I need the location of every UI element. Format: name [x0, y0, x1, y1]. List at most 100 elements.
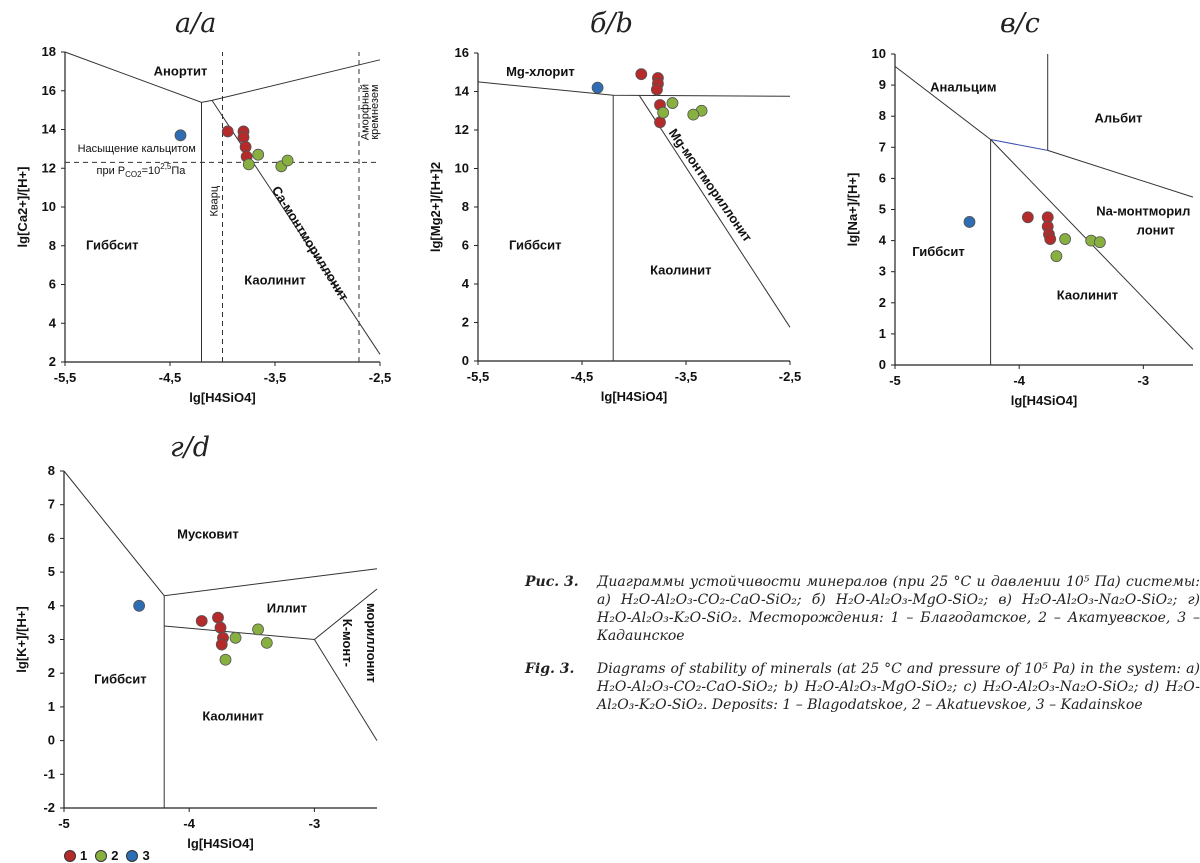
- y-tick-label: 2: [48, 665, 55, 680]
- y-tick-label: 1: [879, 326, 886, 341]
- y-tick-label: 9: [879, 77, 886, 92]
- region-label: Каолинит: [650, 262, 711, 277]
- region-label: Гиббсит: [912, 244, 965, 259]
- y-tick-label: 14: [455, 84, 470, 99]
- caption-en-text: Diagrams of stability of minerals (at 25…: [597, 661, 1200, 713]
- calcite-pressure-label: при PCO2=102,5Па: [97, 162, 187, 179]
- x-axis-label: lg[H4SiO4]: [601, 389, 667, 404]
- y-tick-label: 4: [879, 233, 887, 248]
- y-tick-label: 12: [455, 122, 469, 137]
- data-point-series-2: [1059, 233, 1072, 245]
- region-label: Анальцим: [930, 79, 996, 94]
- region-label: Гиббсит: [94, 671, 147, 686]
- data-point-series-3: [591, 81, 604, 94]
- boundary-line: [894, 66, 991, 140]
- y-tick-label: 3: [48, 632, 55, 647]
- region-label: Mg-хлорит: [506, 64, 575, 79]
- data-point-series-1: [650, 83, 663, 96]
- y-tick-label: 10: [872, 46, 886, 61]
- region-label: Каолинит: [1057, 288, 1118, 303]
- data-point-series-1: [215, 638, 228, 651]
- y-tick-label: 12: [42, 160, 56, 175]
- panel-a-title: а/a: [175, 8, 217, 39]
- legend-label: 1: [80, 848, 88, 863]
- region-label: Гиббсит: [86, 238, 139, 253]
- caption-en-label: Fig. 3.: [525, 661, 575, 677]
- y-tick-label: 5: [879, 202, 886, 217]
- chart-panel-1: 0 2 4 6 8 10 12 14 16 -5,5 -4,5 -3,5 -2,5 lg[H4SiO4] l…: [428, 45, 801, 404]
- y-tick-label: 8: [48, 463, 55, 478]
- caption-ru-text: Диаграммы устойчивости минералов (при 25…: [597, 574, 1200, 644]
- y-tick-label: 18: [42, 44, 56, 59]
- region-label: Мусковит: [177, 526, 239, 541]
- chart-panel-2: 0 1 2 3 4 5 6 7 8 9 10 -5 -4 -3 lg[H4SiO4] lg[Na+]/[H+]…: [845, 46, 1194, 408]
- legend-marker: [95, 849, 108, 862]
- y-axis-label: lg[Na+]/[H+]: [845, 173, 860, 247]
- data-point-series-2: [229, 631, 242, 644]
- boundary-line: [990, 139, 1048, 151]
- data-point-series-2: [260, 636, 273, 649]
- data-point-series-1: [237, 131, 250, 144]
- data-point-series-2: [1093, 236, 1106, 249]
- y-axis-label: lg[Ca2+]/[H+]: [15, 167, 30, 248]
- y-tick-label: 8: [462, 199, 469, 214]
- legend-marker: [126, 849, 139, 862]
- boundary-line: [64, 51, 381, 103]
- y-tick-label: 0: [462, 353, 469, 368]
- y-tick-label: 7: [48, 497, 55, 512]
- y-tick-label: 1: [48, 699, 55, 714]
- y-tick-label: 14: [42, 122, 57, 137]
- data-point-series-2: [657, 106, 670, 119]
- region-label: мориллонит: [364, 603, 379, 683]
- region-label: Каолинит: [202, 708, 263, 723]
- y-tick-label: 3: [879, 264, 886, 279]
- region-label: Гиббсит: [509, 237, 562, 252]
- y-axis-label: lg[K+]/[H+]: [14, 606, 29, 672]
- panel-d-title: г/d: [170, 432, 211, 463]
- legend-marker: [64, 849, 76, 862]
- data-point-series-1: [212, 611, 224, 624]
- x-tick-label: -4,5: [571, 369, 593, 384]
- y-tick-label: 6: [48, 530, 55, 545]
- panel-c-title: в/c: [1000, 8, 1040, 39]
- y-tick-label: 4: [462, 276, 470, 291]
- data-point-series-2: [687, 108, 700, 121]
- data-point-series-1: [1044, 233, 1057, 245]
- y-tick-label: 0: [879, 357, 886, 372]
- y-tick-label: -2: [43, 800, 55, 815]
- x-tick-label: -4: [183, 816, 195, 831]
- caption-en: Fig. 3. Diagrams of stability of mineral…: [525, 660, 1200, 714]
- region-label: Альбит: [1094, 110, 1142, 125]
- y-tick-label: 8: [49, 238, 56, 253]
- region-label: К-монт-: [340, 619, 355, 667]
- y-tick-label: 10: [455, 161, 469, 176]
- region-label: Mg-монтмориллонит: [666, 126, 755, 245]
- x-tick-label: -2,5: [369, 370, 391, 385]
- y-tick-label: 4: [49, 315, 57, 330]
- y-tick-label: 4: [48, 598, 56, 613]
- x-tick-label: -3,5: [675, 369, 697, 384]
- y-tick-label: 2: [49, 354, 56, 369]
- panel-b-title: б/b: [590, 8, 633, 39]
- amorphous-silica-label: Аморфный: [359, 84, 371, 140]
- calcite-saturation-label: Насыщение кальцитом: [78, 143, 196, 155]
- x-tick-label: -5: [889, 373, 901, 388]
- x-tick-label: -5: [58, 816, 70, 831]
- y-tick-label: 6: [462, 238, 469, 253]
- x-axis-label: lg[H4SiO4]: [1011, 393, 1077, 408]
- data-point-series-1: [635, 68, 648, 81]
- boundary-line: [313, 639, 378, 741]
- y-tick-label: 2: [879, 295, 886, 310]
- amorphous-silica-label-2: кремнезем: [369, 84, 381, 139]
- data-point-series-1: [195, 615, 208, 627]
- data-point-series-2: [252, 148, 265, 161]
- data-point-series-1: [1021, 211, 1034, 224]
- y-tick-label: 5: [48, 564, 55, 579]
- caption-ru-label: Рис. 3.: [525, 574, 579, 590]
- x-axis-label: lg[H4SiO4]: [189, 390, 255, 405]
- x-tick-label: -5,5: [467, 369, 489, 384]
- data-point-series-2: [281, 154, 294, 167]
- data-point-series-2: [666, 97, 679, 109]
- y-tick-label: -1: [43, 766, 55, 781]
